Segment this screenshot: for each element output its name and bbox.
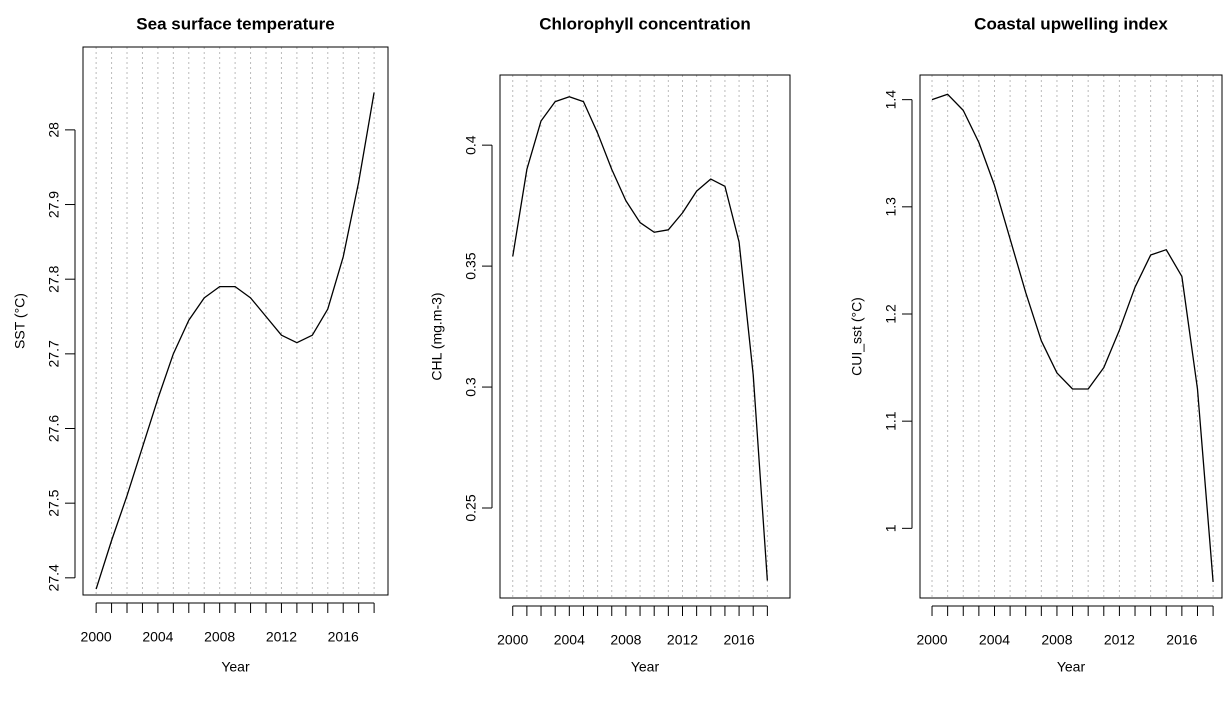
chart-title: Chlorophyll concentration — [539, 14, 751, 33]
y-tick-label: 27.6 — [46, 415, 62, 442]
y-tick-label: 27.7 — [46, 340, 62, 367]
y-tick-label: 0.35 — [463, 252, 479, 279]
y-tick-label: 0.3 — [463, 377, 479, 397]
data-line — [95, 92, 375, 590]
y-tick-label: 27.4 — [46, 564, 62, 591]
x-axis-label: Year — [631, 659, 660, 675]
y-tick-label: 1.2 — [883, 304, 899, 324]
y-tick-label: 0.25 — [463, 494, 479, 521]
y-tick-label: 1.3 — [883, 197, 899, 217]
y-tick-label: 28 — [46, 122, 62, 138]
y-tick-label: 1.1 — [883, 411, 899, 431]
x-tick-label: 2004 — [979, 632, 1010, 648]
x-tick-label: 2000 — [916, 632, 947, 648]
y-axis-label: SST (°C) — [12, 293, 28, 349]
x-tick-label: 2016 — [1166, 632, 1197, 648]
x-tick-label: 2000 — [497, 632, 528, 648]
plot-frame — [919, 74, 1223, 599]
x-tick-label: 2008 — [204, 629, 235, 645]
x-tick-label: 2016 — [723, 632, 754, 648]
y-axis-label: CHL (mg.m-3) — [429, 292, 445, 380]
x-tick-label: 2008 — [610, 632, 641, 648]
data-line — [512, 96, 769, 581]
chart-title: Sea surface temperature — [136, 14, 334, 33]
x-axis-label: Year — [221, 659, 250, 675]
y-axis-label: CUI_sst (°C) — [849, 297, 865, 376]
x-tick-label: 2012 — [266, 629, 297, 645]
plot-frame — [499, 74, 791, 599]
y-tick-label: 0.4 — [463, 135, 479, 155]
chart-title: Coastal upwelling index — [974, 14, 1168, 33]
x-tick-label: 2004 — [142, 629, 173, 645]
x-tick-label: 2000 — [81, 629, 112, 645]
x-tick-label: 2016 — [328, 629, 359, 645]
x-tick-label: 2004 — [554, 632, 585, 648]
y-tick-label: 27.9 — [46, 191, 62, 218]
y-tick-label: 27.8 — [46, 265, 62, 292]
y-tick-label: 1.4 — [883, 90, 899, 110]
plot-frame — [82, 46, 389, 596]
x-tick-label: 2012 — [1104, 632, 1135, 648]
x-tick-label: 2012 — [667, 632, 698, 648]
data-line — [931, 93, 1214, 582]
y-tick-label: 27.5 — [46, 489, 62, 516]
x-tick-label: 2008 — [1041, 632, 1072, 648]
x-axis-label: Year — [1057, 659, 1086, 675]
y-tick-label: 1 — [883, 524, 899, 532]
